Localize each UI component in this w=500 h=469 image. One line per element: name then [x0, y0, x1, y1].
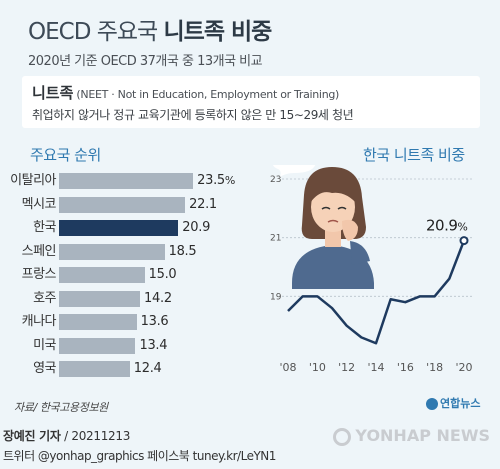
y-tick-label: 21 [270, 234, 281, 244]
left-section-title: 주요국 순위 [30, 146, 101, 164]
watermark-ring-icon [333, 427, 352, 446]
y-tick-label: 23 [270, 175, 281, 185]
social-handles: 트위터 @yonhap_graphics 페이스북 tuney.kr/LeYN1 [3, 449, 276, 463]
reporter-line: 장예진 기자 / 20211213 [3, 429, 131, 443]
bar-row: 멕시코 22.1 [0, 196, 260, 214]
x-tick-label: '16 [397, 361, 414, 374]
x-tick-label: '12 [338, 361, 355, 374]
thought-bubble-icon [272, 165, 316, 177]
series-line [287, 240, 466, 345]
bar-value-label: 12.4 [133, 361, 162, 376]
bar-row: 미국 13.4 [0, 337, 260, 355]
bar [59, 243, 165, 260]
bar-row: 영국 12.4 [0, 360, 260, 378]
bar [59, 361, 130, 377]
definition-term: 니트족 [32, 84, 74, 102]
watermark-text: YONHAP NEWS [355, 426, 490, 445]
bar-value-label: 14.2 [144, 290, 172, 306]
bar-value-label: 13.4 [139, 337, 168, 353]
title-plain: OECD 주요국 [28, 19, 158, 45]
x-tick-label: '20 [455, 361, 472, 374]
reporter-name: 장예진 기자 [3, 429, 61, 443]
x-tick-label: '14 [367, 361, 384, 374]
footer [0, 418, 500, 469]
page-title: OECD 주요국 니트족 비중 [28, 12, 273, 46]
bar [59, 337, 136, 354]
date-code: 20211213 [71, 429, 131, 443]
definition-term-line: 니트족 (NEET · Not in Education, Employment … [32, 82, 339, 103]
bar-category-label: 미국 [33, 337, 56, 353]
bar-row: 프랑스 15.0 [0, 266, 260, 284]
right-section-title: 한국 니트족 비중 [363, 146, 465, 164]
bar-value-label: 18.5 [168, 243, 197, 259]
x-tick-label: '10 [309, 361, 326, 374]
bar [59, 173, 194, 189]
bar-category-label: 영국 [33, 361, 56, 376]
korea-neet-line-chart: 19 21 23 • • • '08 '10 '12 '14 '16 '18 '20 20.9% [270, 165, 474, 374]
bar [59, 220, 179, 236]
agency-logo: 연합뉴스 [426, 395, 480, 411]
agency-logo-label: 연합뉴스 [440, 397, 481, 410]
bar-value-label: 22.1 [189, 196, 217, 212]
yonhap-logo-icon [426, 398, 438, 410]
bar-category-label: 프랑스 [21, 267, 57, 282]
bar-row: 이탈리아 23.5% [0, 172, 260, 190]
source-note: 자료/ 한국고용정보원 [14, 401, 108, 414]
bar [59, 314, 137, 330]
bar-row: 호주 14.2 [0, 290, 260, 308]
bar-value-label: 15.0 [148, 267, 177, 282]
bar [59, 290, 141, 307]
bar-value-label: 13.6 [140, 314, 169, 329]
bar-row: 캐나다 13.6 [0, 313, 260, 331]
bar-value-label: 23.5% [197, 173, 236, 188]
thinking-woman-illustration: • • • [272, 165, 374, 289]
x-tick-label: '08 [279, 361, 296, 374]
bar-row: 스페인 18.5 [0, 243, 260, 261]
bar [59, 267, 145, 283]
title-bold: 니트족 비중 [163, 19, 273, 45]
bar-value-label: 20.9 [182, 220, 211, 235]
bar-category-label: 멕시코 [21, 196, 57, 212]
definition-box: 니트족 (NEET · Not in Education, Employment … [22, 76, 480, 128]
end-point-marker [459, 236, 469, 246]
bar-category-label: 캐나다 [21, 314, 57, 329]
page-subtitle: 2020년 기준 OECD 37개국 중 13개국 비교 [28, 54, 263, 69]
bar-category-label: 스페인 [21, 243, 57, 259]
bar [59, 196, 186, 213]
bar-category-label: 한국 [33, 220, 56, 235]
definition-term-en: (NEET · Not in Education, Employment or … [76, 88, 340, 101]
watermark: YONHAP NEWS [333, 426, 490, 446]
x-tick-label: '18 [426, 361, 443, 374]
y-tick-label: 19 [270, 292, 282, 302]
bar-category-label: 호주 [33, 290, 56, 306]
end-value-label: 20.9% [426, 217, 467, 235]
definition-description: 취업하지 않거나 정규 교육기관에 등록하지 않은 만 15∼29세 청년 [32, 108, 354, 122]
bar-category-label: 이탈리아 [10, 173, 56, 188]
bar-row: 한국 20.9 [0, 219, 260, 237]
